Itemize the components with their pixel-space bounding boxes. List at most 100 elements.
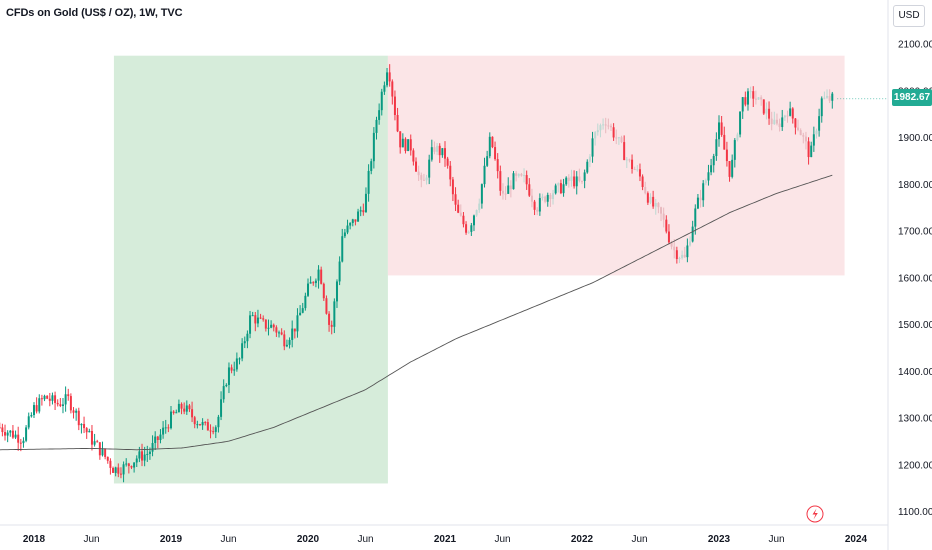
candle-body [256,317,259,324]
candle-body [364,193,367,213]
candle-body [96,441,99,443]
candle-body [291,328,294,340]
candle-body [317,269,320,281]
candle-body [775,119,778,124]
candle-body [14,434,17,438]
moving-average-line [0,174,833,451]
candle-body [478,203,481,211]
candle-body [541,196,544,199]
candle-body [689,241,692,246]
candle-body [17,434,20,443]
candle-body [61,404,64,406]
candle-body [30,415,33,417]
candle-body [396,115,399,132]
candle-body [320,269,323,284]
currency-button[interactable]: USD [893,5,925,27]
candle-body [799,130,802,136]
candle-body [357,211,360,222]
candle-body [720,122,723,135]
candle-body [40,398,43,400]
candle-body [386,72,389,86]
candle-body [262,318,265,320]
x-tick-label: 2018 [23,534,46,545]
candle-body [0,427,1,429]
candle-body [768,108,771,119]
x-tick-label: 2020 [297,534,320,545]
candle-body [438,145,441,156]
candle-body [507,185,510,194]
candle-body [820,98,823,117]
candle-body [114,467,117,473]
candle-body [196,424,199,426]
y-tick-label: 1700.00 [898,227,932,238]
candle-body [691,226,694,242]
candle-body [615,137,618,139]
candle-body [436,145,439,152]
candle-body [275,327,278,333]
last-price-tag: 1982.67 [892,89,932,106]
candle-body [678,258,681,260]
candle-body [422,179,425,181]
candle-body [723,134,726,150]
candle-body [480,184,483,204]
candle-body [797,127,800,131]
candle-body [64,394,67,405]
candle-body [146,453,149,455]
candle-body [170,411,172,429]
candle-body [675,250,678,260]
candle-body [407,139,410,151]
candle-body [449,165,452,180]
candle-body [828,95,831,101]
candle-body [214,427,217,432]
candle-body [6,432,9,436]
candle-body [243,341,246,344]
candle-body [433,147,436,152]
candle-body [533,201,536,210]
candle-body [430,147,433,160]
candle-body [193,417,196,425]
y-tick-label: 1100.00 [898,507,932,518]
candle-body [198,424,201,426]
candle-body [220,399,223,417]
candle-body [733,140,736,160]
candle-body [712,156,715,166]
candle-body [19,442,22,444]
candle-body [465,224,468,233]
x-tick-label: 2022 [571,534,594,545]
candle-body [285,344,288,347]
candle-body [69,396,72,411]
candle-body [312,282,315,284]
candle-body [188,405,191,410]
candle-body [109,460,112,468]
candle-body [612,127,615,138]
candle-body [649,196,652,203]
candle-body [249,315,252,334]
candle-body [488,136,491,157]
candle-body [486,156,489,166]
candle-body [325,298,328,314]
y-tick-label: 1300.00 [898,414,932,425]
candle-body [725,149,728,162]
candle-body [185,405,188,412]
candle-body [444,148,446,159]
candle-body [520,174,523,176]
candle-body [251,315,254,317]
candle-body [578,176,581,181]
candle-body [754,98,757,100]
candle-body [628,159,631,161]
candle-body [378,110,381,120]
candle-body [699,197,702,201]
x-tick-label: 2021 [434,534,457,545]
candle-body [781,117,784,128]
candle-body [757,97,760,100]
candle-body [646,193,649,203]
candle-body [633,169,636,171]
candle-body [638,169,641,177]
candle-body [686,245,689,258]
x-tick-label: Jun [357,534,373,545]
candle-body [599,125,602,131]
candle-body [412,150,415,162]
chart-title: CFDs on Gold (US$ / OZ), 1W, TVC [6,7,183,19]
candle-body [794,118,797,128]
